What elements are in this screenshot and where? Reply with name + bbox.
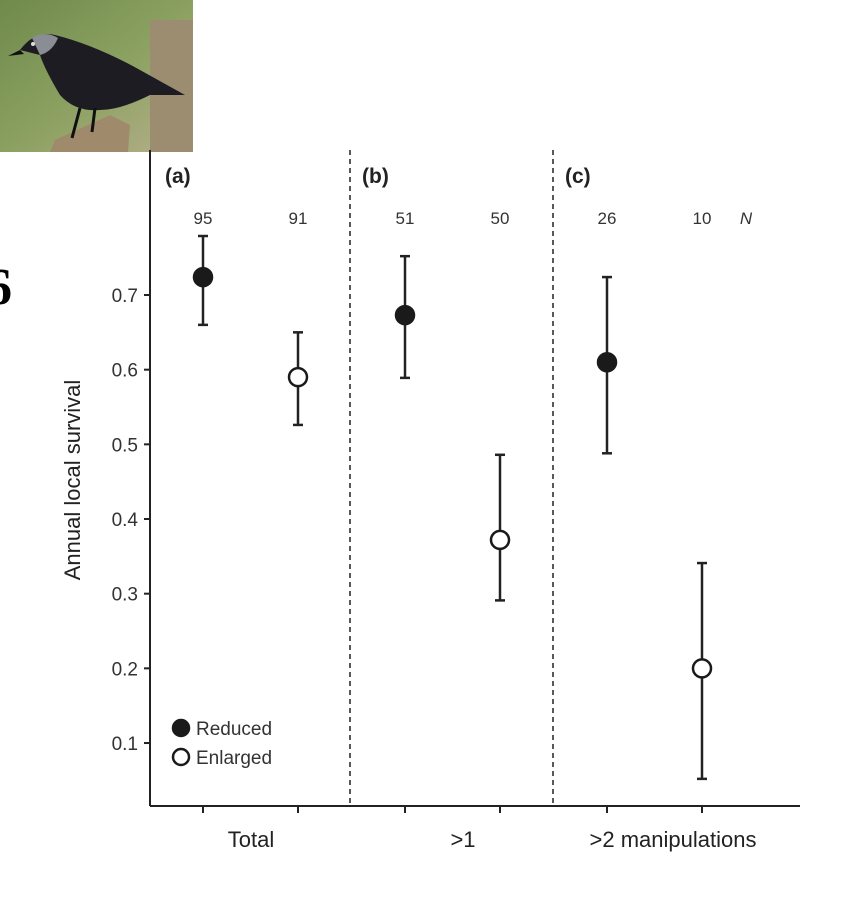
x-category-label: >1 — [450, 827, 475, 852]
y-tick-label: 0.2 — [112, 659, 138, 680]
data-point-reduced — [394, 304, 416, 326]
data-point-enlarged — [287, 366, 309, 388]
sample-size-label: 91 — [289, 209, 308, 228]
sample-size-label: 51 — [396, 209, 415, 228]
y-tick-label: 0.7 — [112, 286, 138, 307]
data-point-reduced — [596, 351, 618, 373]
panel-label: (b) — [362, 165, 389, 188]
data-point-enlarged — [489, 529, 511, 551]
jackdaw-photo — [0, 0, 193, 152]
panel-label: (c) — [565, 165, 591, 188]
legend-marker-enlarged — [171, 747, 191, 767]
y-tick-label: 0.3 — [112, 585, 138, 606]
y-tick-label: 0.5 — [112, 435, 138, 456]
x-category-label: >2 manipulations — [590, 827, 757, 852]
data-point-enlarged — [691, 658, 713, 679]
sample-size-label: 26 — [598, 209, 617, 228]
x-category-label: Total — [228, 827, 274, 852]
sample-size-label: 95 — [194, 209, 213, 228]
y-axis-label: Annual local survival — [60, 380, 85, 581]
legend-label: Reduced — [196, 719, 272, 740]
sample-size-label: 50 — [491, 209, 510, 228]
n-label: N — [740, 209, 753, 228]
figure-number: 6 — [0, 258, 12, 317]
panel-label: (a) — [165, 165, 191, 188]
legend-marker-reduced — [171, 718, 191, 738]
y-tick-label: 0.4 — [112, 510, 139, 531]
data-point-reduced — [192, 266, 214, 288]
sample-size-label: 10 — [693, 209, 712, 228]
legend-label: Enlarged — [196, 748, 272, 769]
y-tick-label: 0.6 — [112, 361, 138, 382]
y-tick-label: 0.1 — [112, 734, 138, 755]
